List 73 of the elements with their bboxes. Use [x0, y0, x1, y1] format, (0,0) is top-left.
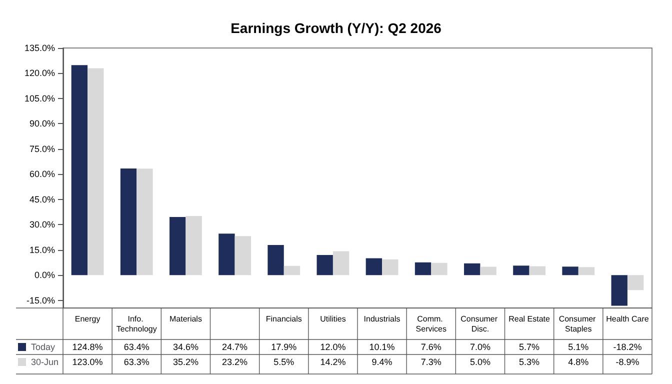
x-tick-label: Info. Technology: [116, 314, 157, 334]
bar: [268, 245, 284, 276]
data-label: 124.8%: [72, 342, 103, 352]
bar: [627, 275, 644, 290]
legend-label: 30-Jun: [31, 357, 59, 367]
bar: [366, 258, 382, 276]
bar: [218, 234, 235, 276]
bar: [234, 236, 251, 276]
x-tick-label: Consumer Staples: [558, 314, 598, 334]
data-label: 7.0%: [470, 342, 490, 352]
data-label: -18.2%: [613, 342, 642, 352]
data-label: 5.7%: [519, 342, 540, 352]
bar: [136, 168, 153, 276]
y-tick-label: 120.0%: [24, 68, 55, 78]
data-label: 35.2%: [172, 357, 198, 367]
data-label: 34.6%: [172, 342, 198, 352]
data-label: 17.9%: [271, 342, 297, 352]
data-label: 24.7%: [222, 342, 248, 352]
bar: [529, 266, 546, 276]
bar: [316, 254, 333, 276]
y-tick-label: 0.0%: [34, 270, 55, 280]
y-tick-label: 75.0%: [29, 144, 55, 154]
bar: [431, 262, 448, 276]
bar: [170, 216, 186, 276]
bar: [513, 266, 530, 276]
bar: [611, 275, 628, 306]
x-tick-label: Financials: [266, 314, 302, 324]
data-label: 14.2%: [320, 357, 346, 367]
data-label: 12.0%: [320, 342, 346, 352]
bar: [562, 266, 578, 276]
data-label: 10.1%: [369, 342, 395, 352]
bar: [186, 216, 202, 276]
bar: [414, 262, 432, 276]
bar: [464, 263, 480, 276]
y-tick-label: 30.0%: [29, 220, 55, 230]
chart-title: Earnings Growth (Y/Y): Q2 2026: [230, 20, 442, 36]
data-label: -8.9%: [616, 357, 640, 367]
x-tick-label: Comm. Services: [416, 314, 446, 334]
data-label: 7.3%: [420, 357, 442, 367]
x-tick-label: Real Estate: [508, 314, 551, 324]
bar: [284, 266, 300, 276]
data-label: 63.3%: [124, 357, 150, 367]
data-label: 5.0%: [470, 357, 490, 367]
data-label: 5.1%: [568, 342, 589, 352]
y-tick-label: 45.0%: [29, 194, 55, 204]
x-tick-label: Consumer Disc.: [460, 314, 500, 334]
data-label: 4.8%: [568, 357, 589, 367]
y-tick-label: 60.0%: [29, 169, 55, 180]
x-tick-label: Industrials: [364, 314, 400, 324]
x-tick-label: Materials: [169, 314, 202, 324]
y-tick-label: 135.0%: [24, 43, 55, 53]
x-tick-label: Utilities: [320, 314, 346, 324]
data-label: 123.0%: [72, 357, 103, 367]
data-label: 63.4%: [124, 342, 150, 352]
bar: [332, 251, 350, 276]
bar: [578, 267, 595, 276]
bar: [88, 68, 104, 276]
y-tick-label: 105.0%: [24, 93, 55, 104]
data-label: 23.2%: [222, 357, 248, 367]
y-tick-label: 90.0%: [29, 118, 55, 129]
data-label: 9.4%: [372, 357, 392, 367]
bar: [71, 65, 88, 276]
data-label: 5.5%: [274, 357, 294, 367]
y-tick-label: -15.0%: [26, 295, 55, 306]
bar: [480, 266, 496, 276]
y-tick-label: 15.0%: [29, 244, 55, 255]
data-label: 7.6%: [420, 342, 442, 352]
bar: [382, 259, 398, 276]
data-label: 5.3%: [519, 357, 540, 367]
bar: [120, 168, 137, 276]
legend-label: Today: [31, 342, 56, 352]
x-tick-label: Health Care: [606, 314, 650, 324]
x-tick-label: Energy: [74, 314, 100, 324]
